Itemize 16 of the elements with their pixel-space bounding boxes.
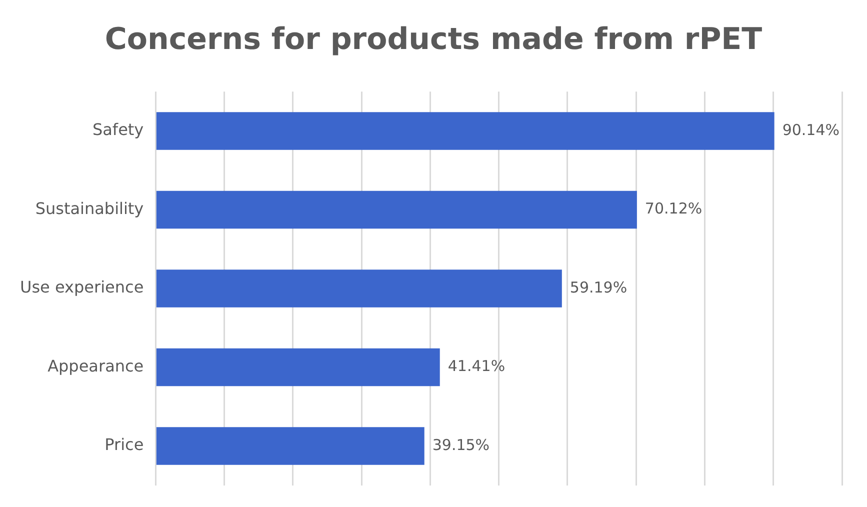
y-tick-label: Price xyxy=(104,435,144,454)
bar xyxy=(156,270,562,308)
chart-title: Concerns for products made from rPET xyxy=(104,21,764,59)
bar xyxy=(156,190,637,229)
bar xyxy=(156,112,774,150)
bar xyxy=(156,348,440,386)
y-tick-label: Use experience xyxy=(20,278,144,297)
data-label: 39.15% xyxy=(432,436,490,454)
y-tick-label: Appearance xyxy=(48,356,144,376)
data-label: 59.19% xyxy=(570,278,628,296)
data-label: 41.41% xyxy=(448,357,506,376)
bar xyxy=(156,427,424,465)
data-label: 90.14% xyxy=(782,120,840,139)
y-tick-label: Sustainability xyxy=(35,198,144,218)
y-tick-label: Safety xyxy=(92,120,144,140)
data-label: 70.12% xyxy=(644,200,702,218)
